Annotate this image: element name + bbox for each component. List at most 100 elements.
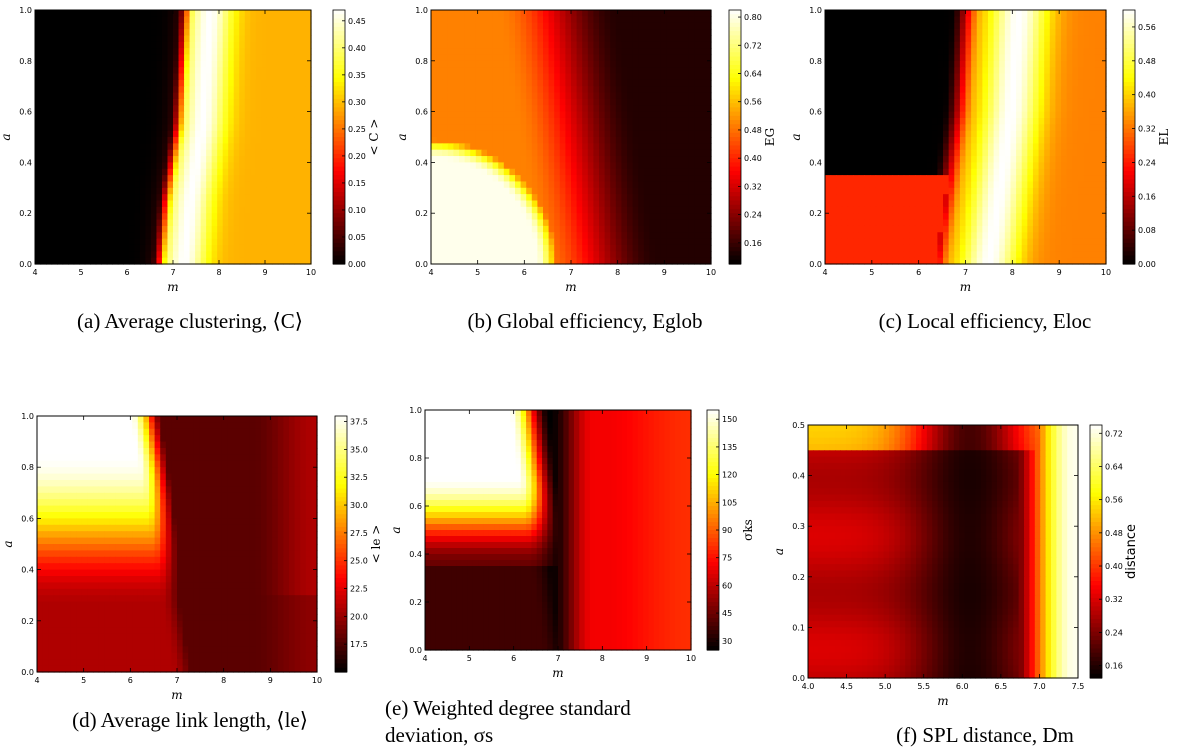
heatmap-cell [101,149,108,157]
heatmap-cell [520,60,527,68]
heatmap-cell [57,67,64,75]
heatmap-cell [1032,98,1040,106]
heatmap-cell [161,41,169,49]
heatmap-cell [261,232,268,240]
heatmap-cell [95,232,102,240]
heatmap-cell [881,73,888,81]
heatmap-cell [982,16,989,24]
heatmap-cell [1055,86,1062,94]
heatmap-cell [638,137,645,144]
heatmap-cell [239,22,246,30]
heatmap-cell [161,105,169,113]
heatmap-cell [145,244,152,252]
heatmap-cell [481,79,488,87]
heatmap-cell [244,238,251,246]
colorbar-segment [333,187,345,193]
heatmap-cell [632,130,639,138]
heatmap-cell [228,200,235,208]
heatmap-cell [587,41,594,49]
heatmap-cell [173,105,180,113]
heatmap-cell [233,29,240,36]
heatmap-cell [134,111,141,119]
heatmap-cell [436,54,443,62]
heatmap-cell [95,137,102,144]
heatmap-cell [649,257,656,265]
heatmap-cell [1049,10,1057,17]
heatmap-cell [677,156,684,163]
colorbar-segment [333,162,345,168]
heatmap-cell [84,225,91,233]
heatmap-cell [447,111,454,119]
heatmap-cell [526,54,533,62]
heatmap-cell [161,213,169,221]
heatmap-cell [217,251,224,259]
heatmap-cell [134,225,141,233]
heatmap-cell [643,98,650,106]
heatmap-cell [548,206,555,214]
heatmap-cell [272,232,279,240]
heatmap-cell [431,92,438,100]
heatmap-cell [576,124,583,132]
heatmap-cell [255,22,262,30]
heatmap-cell [705,238,712,246]
heatmap-cell [161,168,169,176]
heatmap-cell [173,67,180,75]
heatmap-cell [699,187,706,195]
colorbar-tick-label: 0.00 [348,260,366,269]
heatmap-cell [694,79,701,87]
heatmap-cell [559,213,566,221]
heatmap-cell [537,35,544,43]
heatmap-cell [1044,16,1051,24]
heatmap-cell [123,111,130,119]
heatmap-cell [610,86,617,94]
heatmap-cell [487,213,494,221]
heatmap-cell [699,200,706,208]
heatmap-cell [999,41,1006,49]
heatmap-cell [666,175,673,183]
heatmap-cell [548,200,555,208]
heatmap-cell [571,124,578,132]
heatmap-cell [277,137,284,144]
heatmap-cell [299,194,307,202]
heatmap-cell [206,54,213,62]
heatmap-cell [294,143,301,151]
heatmap-cell [112,67,119,75]
heatmap-cell [178,48,185,56]
heatmap-cell [632,48,639,56]
heatmap-cell [610,232,617,240]
heatmap-cell [864,35,871,43]
heatmap-cell [294,213,301,221]
heatmap-cell [548,16,555,24]
heatmap-cell [222,200,229,208]
heatmap-cell [1032,54,1040,62]
heatmap-cell [40,10,47,17]
heatmap-cell [470,206,477,214]
heatmap-cell [123,200,130,208]
heatmap-cell [948,79,955,87]
heatmap-cell [184,92,191,100]
heatmap-cell [266,181,273,189]
heatmap-cell [666,162,673,170]
heatmap-cell [587,232,594,240]
heatmap-cell [436,175,443,183]
heatmap-cell [593,244,600,252]
heatmap-cell [554,225,561,233]
heatmap-cell [841,10,849,17]
heatmap-cell [272,149,279,157]
heatmap-cell [266,232,273,240]
colorbar-segment [333,26,345,32]
heatmap-cell [117,105,124,113]
heatmap-cell [705,137,712,144]
heatmap-cell [62,206,69,214]
heatmap-cell [57,105,64,113]
heatmap-cell [128,213,135,221]
heatmap-cell [442,225,449,233]
heatmap-cell [84,35,91,43]
heatmap-cell [266,60,273,68]
heatmap-cell [84,168,91,176]
heatmap-cell [200,251,207,259]
heatmap-cell [638,219,645,227]
heatmap-cell [548,124,555,132]
heatmap-cell [90,162,97,170]
heatmap-cell [173,137,180,144]
